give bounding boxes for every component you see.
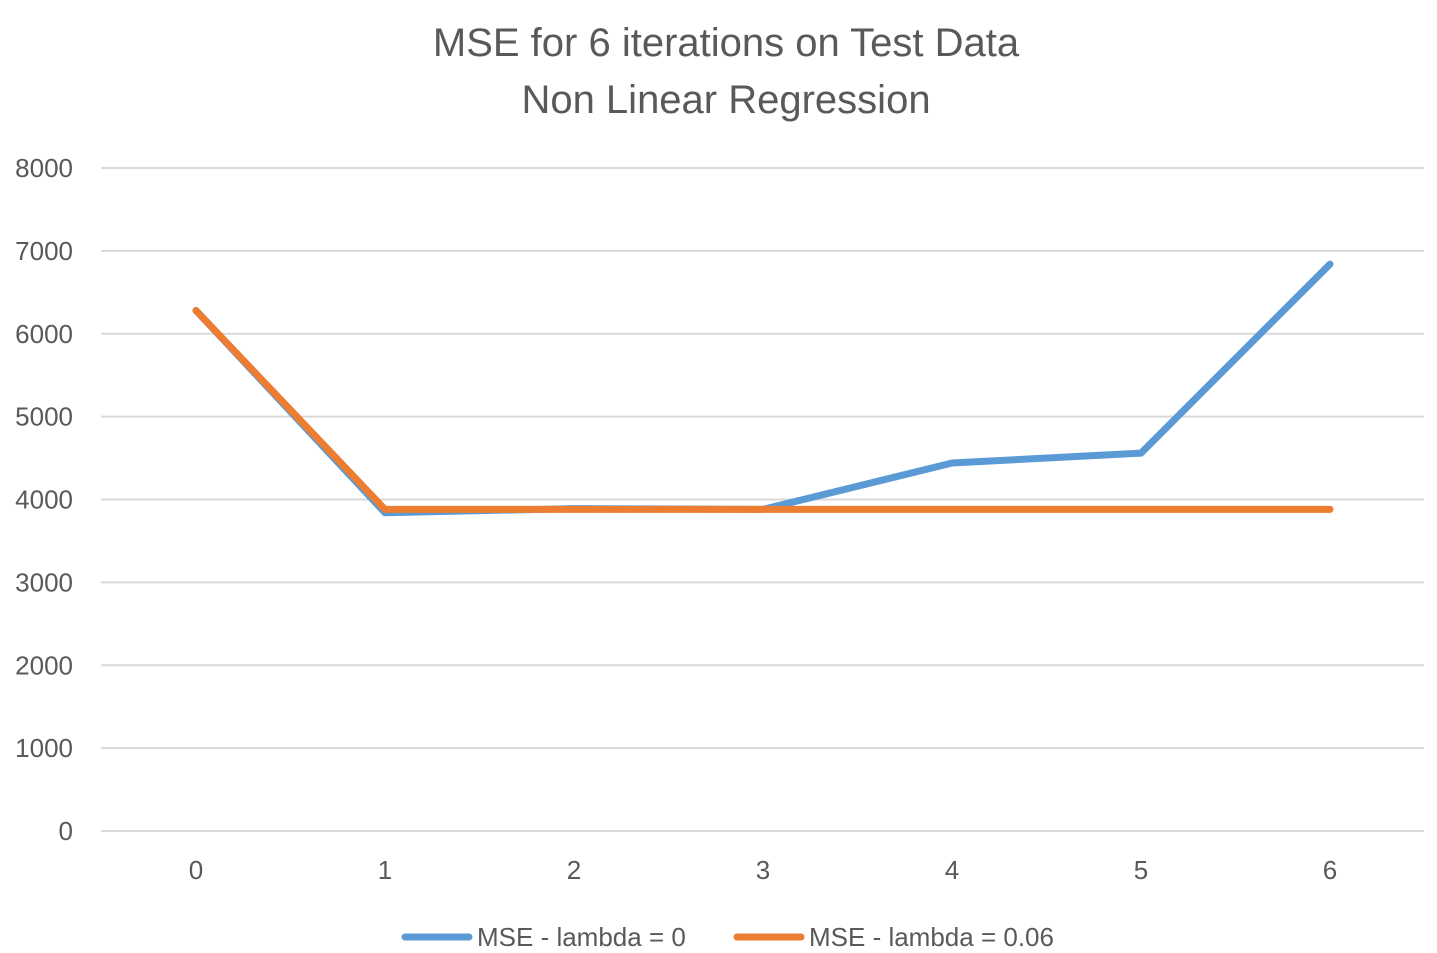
legend-label-1: MSE - lambda = 0 [477,922,686,952]
gridlines [101,167,1424,832]
legend-label-2: MSE - lambda = 0.06 [809,922,1054,952]
y-tick-label: 5000 [15,402,73,432]
y-axis-tick-labels: 0 1000 2000 3000 4000 5000 6000 7000 8000 [15,153,73,846]
x-tick-label: 4 [945,855,959,885]
series-line-2 [192,307,1334,513]
y-tick-label: 7000 [15,236,73,266]
chart-title: MSE for 6 iterations on Test Data [433,21,1020,65]
x-tick-label: 6 [1323,855,1337,885]
y-tick-label: 6000 [15,319,73,349]
legend: MSE - lambda = 0 MSE - lambda = 0.06 [401,922,1054,952]
y-tick-label: 4000 [15,485,73,515]
y-tick-label: 2000 [15,650,73,680]
y-tick-label: 8000 [15,153,73,183]
x-tick-label: 3 [756,855,770,885]
y-tick-label: 1000 [15,733,73,763]
x-tick-label: 1 [378,855,392,885]
series-line-1 [192,260,1334,517]
x-tick-label: 5 [1134,855,1148,885]
y-tick-label: 3000 [15,567,73,597]
chart-subtitle: Non Linear Regression [521,78,930,122]
x-tick-label: 2 [567,855,581,885]
y-tick-label: 0 [59,816,73,846]
series-lines [192,260,1334,517]
x-axis-tick-labels: 0 1 2 3 4 5 6 [189,855,1337,885]
x-tick-label: 0 [189,855,203,885]
